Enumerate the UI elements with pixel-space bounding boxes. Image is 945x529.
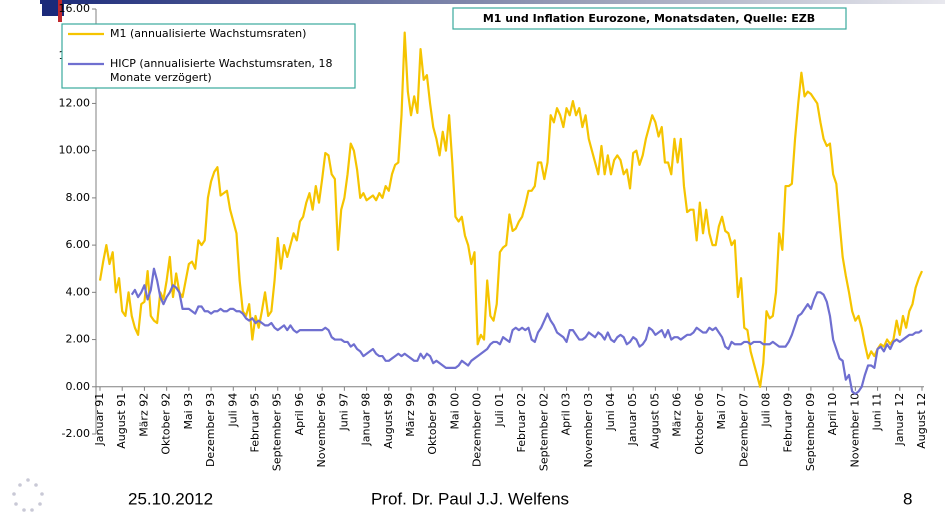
x-tick-label: Februar 95 [249,393,262,453]
y-tick-label: 6.00 [66,238,91,251]
y-tick-label: 12.00 [59,96,91,109]
y-tick-label: -2.00 [62,427,90,440]
corner-accent [58,0,62,22]
x-tick-label: November 96 [315,393,328,468]
x-tick-label: April 96 [293,393,306,436]
x-tick-label: Oktober 92 [160,393,173,455]
x-tick-label: März 92 [137,393,150,437]
x-tick-label: Juni 97 [337,393,350,432]
x-tick-label: März 99 [404,393,417,437]
series-line [130,267,923,395]
y-tick-label: 10.00 [59,144,91,157]
logo [12,478,44,512]
x-tick-label: Dezember 00 [471,393,484,467]
legend-label: M1 (annualisierte Wachstumsraten) [110,27,306,40]
x-tick-label: September 95 [271,393,284,471]
title-box [452,7,847,30]
x-tick-label: April 03 [560,393,573,436]
legend-box [61,23,356,89]
legend-label: HICP (annualisierte Wachstumsraten, 18 Mo… [110,57,332,84]
x-tick-label: Januar 91 [93,393,106,447]
plot: -2.000.002.004.006.008.0010.0012.0014.00… [59,2,929,471]
footer-date: 25.10.2012 [128,489,213,508]
top-rule [40,0,945,4]
x-tick-label: Oktober 06 [693,393,706,455]
x-tick-label: September 09 [804,393,817,471]
series-line [98,31,924,388]
x-tick-label: Juli 08 [759,393,772,428]
x-tick-label: Februar 09 [782,393,795,453]
x-tick-label: Juni 11 [871,393,884,432]
legend-line: Monate verzögert) [110,71,212,84]
x-tick-label: August 98 [382,393,395,449]
footer-author: Prof. Dr. Paul J.J. Welfens [371,489,569,508]
x-tick-label: Mai 00 [448,393,461,430]
x-tick-label: November 03 [582,393,595,468]
x-tick-label: Juni 04 [604,393,617,432]
y-tick-label: 2.00 [66,333,91,346]
x-tick-label: Dezember 07 [737,393,750,467]
x-tick-label: Dezember 93 [204,393,217,467]
x-tick-label: April 10 [826,393,839,436]
x-tick-label: September 02 [537,393,550,471]
x-tick-label: August 05 [648,393,661,449]
x-tick-label: Januar 98 [360,393,373,447]
x-tick-label: August 12 [915,393,928,449]
y-tick-label: 4.00 [66,285,91,298]
y-tick-label: 0.00 [66,380,91,393]
x-tick-label: Januar 12 [893,393,906,447]
x-tick-label: Juli 94 [226,393,239,428]
x-tick-label: Juli 01 [493,393,506,428]
x-tick-label: November 10 [848,393,861,468]
x-tick-label: Mai 93 [182,393,195,430]
footer-page: 8 [903,489,912,508]
x-tick-label: Januar 05 [626,393,639,447]
x-tick-label: August 91 [115,393,128,449]
y-tick-label: 16.00 [59,2,91,15]
legend-line: HICP (annualisierte Wachstumsraten, 18 [110,57,332,70]
y-tick-label: 8.00 [66,191,91,204]
chart-title: M1 und Inflation Eurozone, Monatsdaten, … [483,12,815,25]
x-tick-label: Oktober 99 [426,393,439,455]
x-tick-label: März 06 [671,393,684,437]
overlay: M1 und Inflation Eurozone, Monatsdaten, … [61,7,847,89]
x-tick-label: Mai 07 [715,393,728,430]
x-tick-label: Februar 02 [515,393,528,453]
